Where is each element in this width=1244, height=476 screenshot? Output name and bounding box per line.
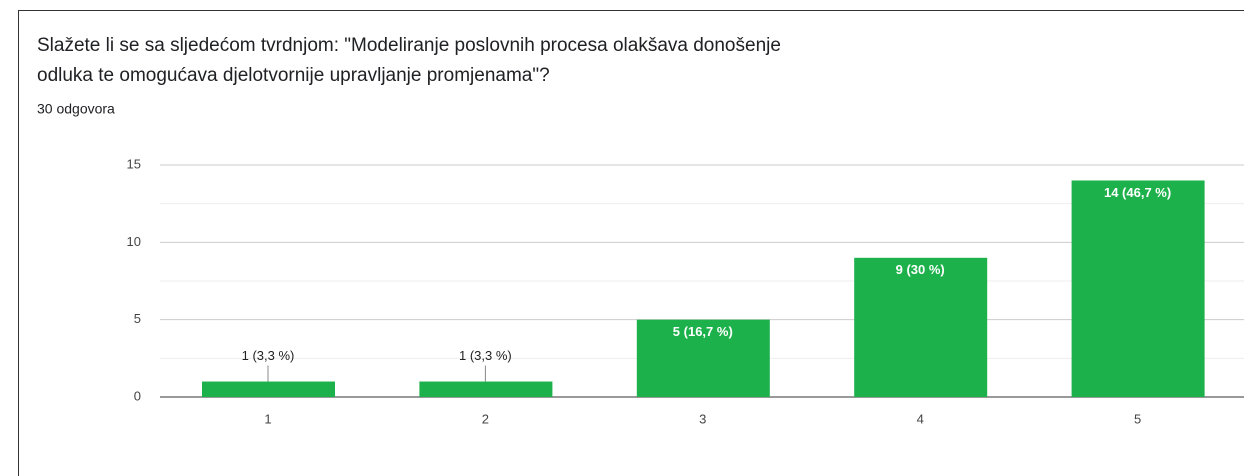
x-tick-label: 2: [482, 411, 489, 426]
x-tick-label: 3: [699, 411, 706, 426]
bar: [854, 257, 988, 397]
chart-title: Slažete li se sa sljedećom tvrdnjom: "Mo…: [37, 35, 781, 56]
bar: [636, 319, 770, 397]
x-tick-label: 5: [1134, 411, 1141, 426]
data-label: 9 (30 %): [896, 262, 945, 277]
data-label: 14 (46,7 %): [1104, 185, 1171, 200]
data-label: 5 (16,7 %): [673, 324, 733, 339]
bar: [202, 381, 335, 397]
y-tick-label: 0: [134, 388, 141, 403]
y-tick-label: 5: [134, 311, 141, 326]
y-tick-label: 10: [127, 234, 141, 249]
chart-subtitle: 30 odgovora: [37, 101, 115, 117]
data-label: 1 (3,3 %): [459, 348, 512, 363]
chart-title: odluka te omogućava djelotvornije upravl…: [37, 65, 550, 86]
card-border: [18, 10, 1244, 476]
data-label: 1 (3,3 %): [242, 348, 295, 363]
bar: [1071, 180, 1205, 397]
x-tick-label: 4: [917, 411, 924, 426]
y-tick-label: 15: [127, 156, 141, 171]
x-tick-label: 1: [264, 411, 271, 426]
bar: [419, 381, 553, 397]
